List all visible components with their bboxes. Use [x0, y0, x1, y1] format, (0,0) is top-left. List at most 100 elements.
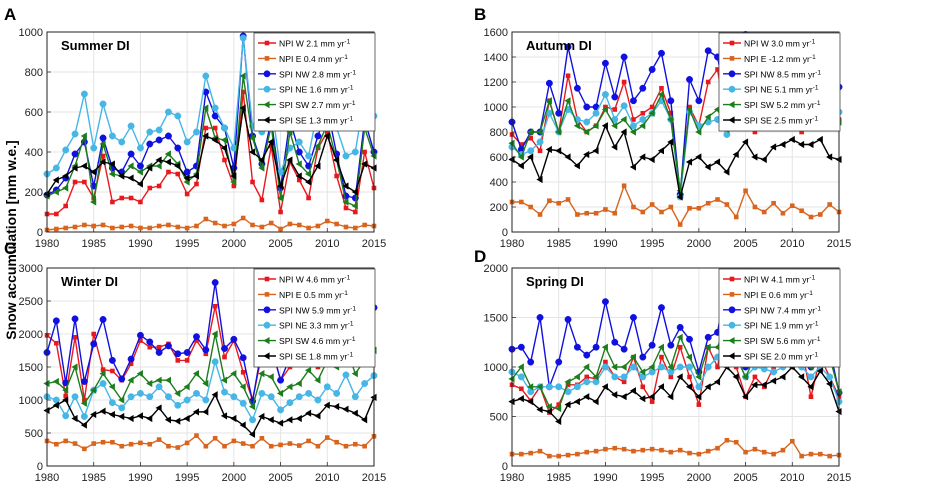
data-point	[192, 370, 200, 378]
data-point	[704, 333, 712, 341]
data-point	[119, 224, 125, 230]
data-point	[174, 417, 181, 425]
panel-title: Autumn DI	[526, 38, 592, 53]
data-point	[676, 323, 684, 331]
data-point	[166, 169, 171, 175]
data-point	[295, 379, 302, 388]
data-point	[667, 363, 674, 371]
legend-label: SPI SE 1.3 mm yr-1	[279, 116, 353, 126]
data-point	[296, 177, 302, 183]
data-point	[583, 128, 590, 136]
data-point	[362, 149, 367, 155]
data-point	[728, 337, 735, 345]
data-point	[685, 353, 693, 361]
data-point	[835, 407, 842, 416]
data-point	[508, 375, 515, 383]
data-point	[789, 438, 795, 444]
data-point	[314, 412, 321, 420]
data-point	[658, 304, 665, 312]
data-point	[537, 448, 543, 454]
data-point	[620, 393, 627, 401]
data-point	[278, 226, 283, 232]
data-point	[128, 441, 134, 447]
data-point	[306, 225, 311, 231]
data-point	[517, 162, 524, 170]
legend-label: SPI SE 2.0 mm yr-1	[744, 352, 818, 362]
legend-label: NPI E -1.2 mm yr-1	[744, 54, 816, 64]
data-point	[264, 56, 270, 61]
legend-entry: SPI NE 3.3 mm yr-1	[258, 321, 354, 331]
data-point	[156, 183, 162, 189]
y-tick-label: 1500	[19, 362, 43, 374]
data-point	[174, 112, 182, 120]
data-point	[537, 212, 543, 217]
data-point	[268, 443, 274, 449]
data-point	[362, 443, 367, 449]
data-point	[91, 441, 97, 446]
data-point	[611, 122, 618, 130]
data-point	[127, 122, 135, 130]
data-point	[704, 383, 711, 391]
data-point	[741, 138, 749, 146]
data-point	[696, 451, 702, 457]
data-point	[295, 172, 302, 180]
data-point	[211, 330, 218, 338]
data-point	[212, 435, 218, 441]
legend: NPI W 4.6 mm yr-1 NPI E 0.5 mm yr-1 SPI NW…	[253, 268, 376, 368]
data-point	[555, 128, 562, 136]
data-point	[263, 306, 271, 314]
data-point	[80, 132, 87, 140]
data-point	[528, 450, 533, 456]
data-point	[545, 403, 552, 411]
data-point	[127, 150, 135, 158]
data-point	[668, 204, 674, 210]
data-point	[184, 440, 190, 446]
data-point	[342, 152, 350, 160]
data-point	[136, 389, 144, 397]
data-point	[705, 200, 711, 206]
data-point	[183, 349, 191, 356]
data-point	[537, 148, 543, 154]
data-point	[658, 363, 665, 371]
data-point	[136, 162, 144, 170]
y-tick-label: 2000	[19, 329, 43, 341]
y-tick-label: 1400	[484, 52, 508, 64]
data-point	[221, 345, 228, 352]
data-point	[267, 393, 275, 401]
data-point	[155, 162, 162, 170]
data-point	[668, 449, 674, 455]
data-point	[100, 367, 106, 372]
panel-title: Summer DI	[61, 38, 130, 53]
legend-box	[253, 32, 376, 132]
data-point	[648, 363, 655, 371]
data-point	[155, 126, 163, 134]
data-point	[80, 413, 88, 420]
data-point	[127, 376, 134, 384]
data-point	[239, 354, 247, 362]
x-tick-label: 1995	[175, 472, 199, 484]
data-point	[155, 156, 162, 164]
x-tick-label: 2010	[780, 238, 804, 250]
data-point	[370, 164, 377, 172]
chart-panel-A: A 0 200 400 600 800 1000 1980 1985 1990 1995 2000 20…	[4, 5, 386, 250]
data-point	[630, 314, 637, 321]
data-point	[611, 391, 618, 399]
data-point	[147, 344, 153, 350]
data-point	[630, 122, 637, 130]
data-point	[789, 203, 795, 209]
data-point	[527, 128, 534, 136]
data-point	[295, 393, 303, 401]
data-point	[536, 128, 543, 136]
data-point	[695, 97, 703, 105]
series-npi-e	[44, 433, 377, 452]
data-point	[779, 140, 786, 149]
legend-label: SPI NW 7.4 mm yr-1	[744, 305, 821, 315]
data-point	[324, 435, 330, 440]
data-point	[583, 103, 591, 111]
data-point	[657, 147, 665, 155]
data-point	[370, 393, 377, 401]
data-point	[583, 393, 590, 401]
data-point	[659, 85, 664, 91]
data-point	[342, 198, 349, 206]
data-point	[54, 340, 59, 346]
